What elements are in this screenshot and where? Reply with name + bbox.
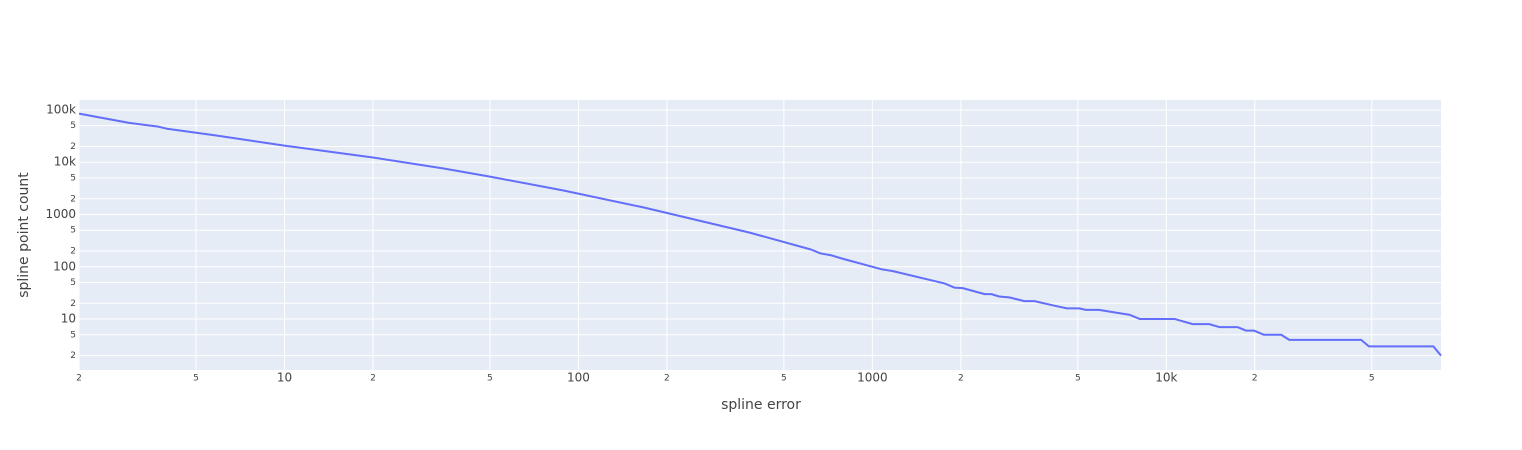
y-tick-label: 2 <box>70 299 76 309</box>
y-tick-label: 5 <box>70 226 76 236</box>
y-tick-label: 2 <box>70 194 76 204</box>
x-tick-label: 1000 <box>857 371 888 385</box>
x-tick-label: 2 <box>370 374 376 384</box>
x-tick-label: 2 <box>1252 374 1258 384</box>
y-tick-label: 2 <box>70 351 76 361</box>
x-tick-label: 100 <box>567 371 590 385</box>
y-tick-label: 5 <box>70 121 76 131</box>
x-tick-label: 2 <box>76 374 82 384</box>
x-tick-label: 5 <box>781 374 787 384</box>
y-tick-label: 10 <box>61 312 76 326</box>
x-tick-label: 5 <box>193 374 199 384</box>
x-tick-label: 5 <box>1369 374 1375 384</box>
y-axis-title: spline point count <box>16 172 32 298</box>
y-tick-label: 10k <box>54 155 76 169</box>
x-tick-label: 2 <box>664 374 670 384</box>
y-tick-label: 5 <box>70 330 76 340</box>
y-tick-label: 2 <box>70 142 76 152</box>
data-line <box>78 112 1442 357</box>
x-tick-label: 5 <box>487 374 493 384</box>
y-tick-label: 5 <box>70 173 76 183</box>
x-tick-label: 5 <box>1075 374 1081 384</box>
y-tick-label: 100 <box>53 259 76 273</box>
y-tick-label: 5 <box>70 278 76 288</box>
x-tick-label: 2 <box>958 374 964 384</box>
y-tick-label: 100k <box>46 102 76 116</box>
x-tick-label: 10k <box>1155 371 1177 385</box>
x-tick-label: 10 <box>277 371 292 385</box>
y-tick-label: 2 <box>70 247 76 257</box>
x-axis-title: spline error <box>721 397 801 413</box>
y-tick-label: 1000 <box>45 207 76 221</box>
